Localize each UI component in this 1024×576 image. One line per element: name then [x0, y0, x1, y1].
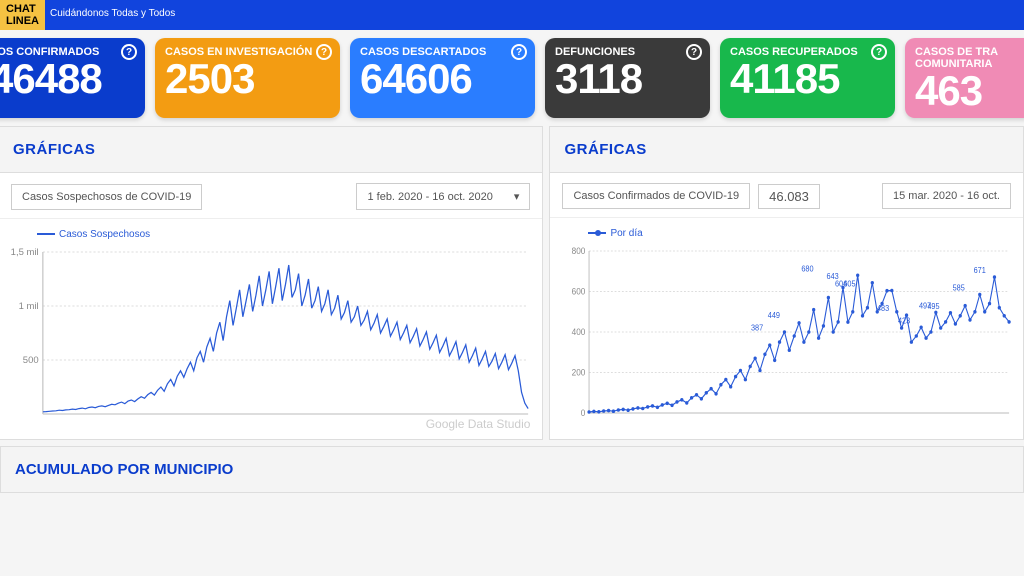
- stat-value: 463: [915, 70, 1024, 112]
- stat-card: ?SOS CONFIRMADOS46488: [0, 38, 145, 118]
- svg-text:585: 585: [953, 283, 965, 292]
- svg-text:400: 400: [572, 327, 586, 337]
- svg-text:600: 600: [572, 286, 586, 296]
- stat-card: ?CASOS DESCARTADOS64606: [350, 38, 535, 118]
- chart2-total: 46.083: [758, 184, 820, 209]
- stat-card: ?DEFUNCIONES3118: [545, 38, 710, 118]
- chart-panel-sospechosos: GRÁFICAS Casos Sospechosos de COVID-19 1…: [0, 126, 543, 440]
- chart-panel-confirmados: GRÁFICAS Casos Confirmados de COVID-19 4…: [549, 126, 1024, 440]
- chat-badge-line2: LINEA: [6, 15, 39, 27]
- svg-text:449: 449: [768, 311, 780, 320]
- chart-subheader-1: Casos Sospechosos de COVID-19 1 feb. 202…: [0, 173, 542, 219]
- svg-text:1 mil: 1 mil: [19, 301, 39, 311]
- svg-text:0: 0: [581, 408, 586, 418]
- chart1-svg: 500 1 mil 1,5 mil: [7, 246, 534, 426]
- stat-card: ?CASOS RECUPERADOS41185: [720, 38, 895, 118]
- svg-text:200: 200: [572, 367, 586, 377]
- svg-text:1,5 mil: 1,5 mil: [11, 247, 39, 257]
- charts-row: GRÁFICAS Casos Sospechosos de COVID-19 1…: [0, 126, 1024, 440]
- info-icon[interactable]: ?: [686, 44, 702, 60]
- stat-value: 2503: [165, 58, 330, 100]
- svg-text:671: 671: [974, 266, 986, 275]
- chart2-svg: 0200400600800680643604605585671483423497…: [558, 245, 1015, 425]
- chart-title-1: GRÁFICAS: [13, 141, 528, 158]
- stat-value: 41185: [730, 58, 885, 100]
- municipio-title: ACUMULADO POR MUNICIPIO: [15, 461, 1009, 478]
- stat-value: 64606: [360, 58, 525, 100]
- svg-text:605: 605: [844, 279, 856, 288]
- stat-value: 46488: [0, 58, 135, 100]
- chart1-body: Casos Sospechosos 5001 mil1,5 mil Google…: [0, 219, 542, 439]
- stat-card: ?CASOS DE TRACOMUNITARIA463: [905, 38, 1024, 118]
- info-icon[interactable]: ?: [871, 44, 887, 60]
- chart-header-1: GRÁFICAS: [0, 127, 542, 173]
- chart2-daterange[interactable]: 15 mar. 2020 - 16 oct.: [882, 183, 1011, 209]
- chat-badge[interactable]: CHAT LINEA: [0, 0, 45, 30]
- svg-text:500: 500: [23, 355, 39, 365]
- chart-header-2: GRÁFICAS: [550, 127, 1023, 173]
- stat-card: ?CASOS EN INVESTIGACIÓN2503: [155, 38, 340, 118]
- chart1-sublabel: Casos Sospechosos de COVID-19: [11, 184, 202, 210]
- svg-text:387: 387: [751, 323, 763, 332]
- stats-row: ?SOS CONFIRMADOS46488?CASOS EN INVESTIGA…: [0, 30, 1024, 126]
- info-icon[interactable]: ?: [316, 44, 332, 60]
- svg-text:800: 800: [572, 246, 586, 256]
- chart2-legend: Por día: [558, 226, 1015, 245]
- banner-tagline: Cuidándonos Todas y Todos: [50, 8, 175, 19]
- chart-title-2: GRÁFICAS: [564, 141, 1009, 158]
- info-icon[interactable]: ?: [511, 44, 527, 60]
- chat-badge-line1: CHAT: [6, 3, 39, 15]
- chart-subheader-2: Casos Confirmados de COVID-19 46.083 15 …: [550, 173, 1023, 218]
- info-icon[interactable]: ?: [121, 44, 137, 60]
- chart2-body: Por día 02004006008006806436046055856714…: [550, 218, 1023, 438]
- chart2-sublabel: Casos Confirmados de COVID-19: [562, 183, 750, 209]
- stat-value: 3118: [555, 58, 700, 100]
- chart1-daterange[interactable]: 1 feb. 2020 - 16 oct. 2020 ▾: [356, 183, 530, 210]
- municipio-header: ACUMULADO POR MUNICIPIO: [0, 446, 1024, 493]
- svg-text:495: 495: [928, 301, 940, 310]
- svg-text:423: 423: [898, 316, 910, 325]
- svg-text:680: 680: [802, 264, 814, 273]
- chart1-legend: Casos Sospechosos: [7, 227, 534, 246]
- svg-text:483: 483: [877, 304, 889, 313]
- top-banner: Cuidándonos Todas y Todos: [0, 0, 1024, 30]
